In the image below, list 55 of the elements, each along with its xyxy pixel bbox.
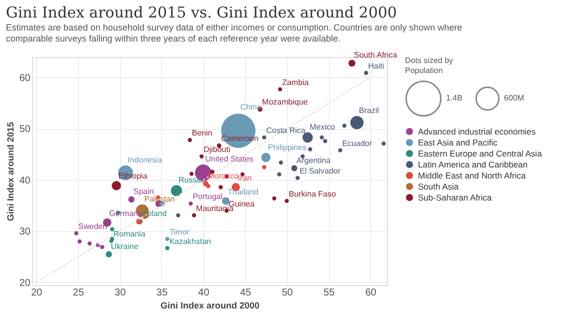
annotation: China	[240, 102, 262, 112]
annotation: South Africa	[354, 50, 398, 60]
annotation: Haiti	[368, 62, 384, 71]
legend-label: Sub-Saharan Africa	[418, 192, 492, 202]
x-tick-label: 50	[282, 288, 294, 298]
y-tick-label: 30	[19, 226, 31, 238]
annotation: Ukraine	[110, 242, 139, 251]
annotation: Argentina	[296, 156, 332, 165]
annotation: Kazakhstan	[169, 236, 212, 246]
x-tick-label: 60	[365, 288, 377, 298]
annotation: El Salvador	[300, 166, 341, 176]
legend-label: Eastern Europe and Central Asia	[418, 148, 542, 158]
y-tick-label: 50	[19, 124, 31, 136]
y-tick-label: 60	[19, 72, 31, 84]
legend-label: 600M	[504, 94, 524, 103]
annotation: Benin	[192, 128, 212, 138]
y-tick-label: 40	[19, 175, 31, 186]
annotation: Brazil	[358, 106, 380, 116]
legend-label: Middle East and North Africa	[418, 170, 526, 180]
legend-label: Advanced industrial economies	[418, 126, 536, 136]
x-tick-label: 55	[323, 288, 336, 298]
legend-label: Latin America and Caribbean	[418, 160, 528, 170]
annotation: Spain	[133, 186, 154, 196]
annotation: Pakistan	[144, 194, 175, 204]
annotation: Timor	[169, 228, 190, 237]
legend-label: 1.4B	[446, 94, 462, 103]
annotation: Thailand	[228, 188, 258, 197]
x-tick-label: 25	[72, 288, 84, 298]
legend-title: Dots sized by Population	[405, 56, 454, 75]
annotation: Costa Rica	[266, 126, 306, 136]
annotation: Ecuador	[342, 138, 372, 148]
chart-title: Gini Index around 2015 vs. Gini Index around 2000	[6, 3, 397, 22]
legend-label: East Asia and Pacific	[418, 138, 498, 148]
annotation: United States	[205, 154, 254, 164]
legend-label: South Asia	[418, 182, 459, 192]
x-tick-label: 40	[198, 288, 210, 298]
x-tick-label: 35	[156, 288, 168, 298]
annotation: Mozambique	[262, 97, 308, 106]
chart-subtitle: Estimates are based on household survey data of either incomes or consumption. Countries are only shown where comparable surveys falling within three years of each reference year were available.	[6, 22, 462, 44]
annotation: Burkina Faso	[288, 190, 336, 199]
annotation: Mexico	[310, 122, 336, 132]
annotation: Djibouti	[204, 145, 230, 154]
annotation: Iran	[238, 174, 252, 183]
annotation: Portugal	[192, 192, 223, 202]
y-axis-title: Gini Index around 2015	[5, 122, 16, 222]
annotation: Russia	[178, 175, 204, 184]
y-tick-label: 20	[19, 278, 31, 289]
x-axis-title: Gini Index around 2000	[160, 300, 260, 310]
x-tick-label: 45	[240, 288, 252, 298]
annotation: Zambia	[282, 78, 310, 87]
x-tick-label: 30	[114, 288, 126, 298]
annotation: Romania	[113, 230, 146, 239]
x-tick-label: 20	[31, 288, 43, 298]
annotation: Philippines	[268, 143, 307, 152]
annotation: Indonesia	[128, 155, 163, 164]
